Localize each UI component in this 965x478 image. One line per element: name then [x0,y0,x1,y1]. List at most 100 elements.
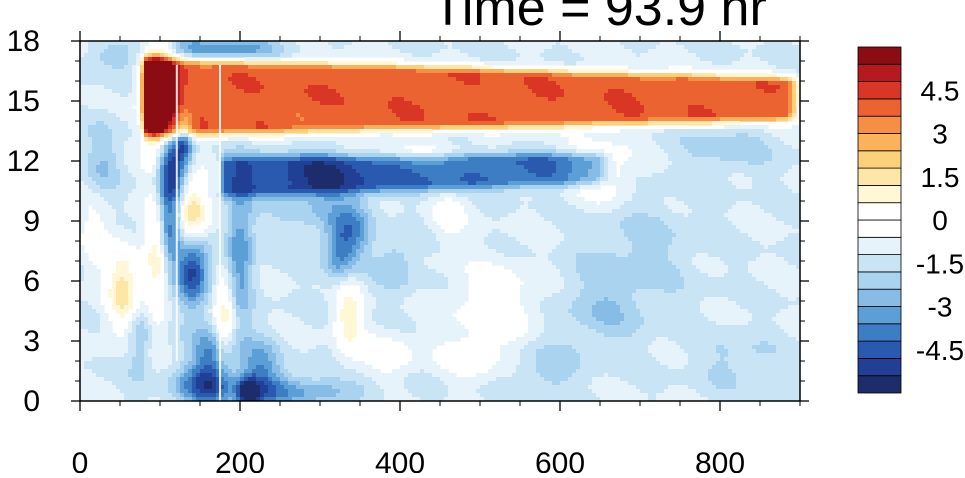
heatmap-cell [120,85,125,90]
heatmap-cell [164,173,169,178]
heatmap-cell [236,217,241,222]
heatmap-cell [324,237,329,242]
heatmap-cell [228,105,233,110]
heatmap-cell [144,397,149,401]
heatmap-cell [280,85,285,90]
heatmap-cell [316,73,321,78]
heatmap-cell [188,309,193,314]
heatmap-cell [148,361,153,366]
heatmap-cell [80,45,85,50]
heatmap-cell [92,293,97,298]
heatmap-cell [160,385,165,390]
heatmap-cell [220,261,225,266]
heatmap-cell [208,369,213,374]
heatmap-cell [116,53,121,58]
heatmap-cell [276,141,281,146]
heatmap-cell [264,53,269,58]
heatmap-cell [84,181,89,186]
heatmap-cell [220,165,225,170]
heatmap-cell [232,365,237,370]
heatmap-cell [92,81,97,86]
heatmap-cell [176,229,181,234]
heatmap-cell [264,237,269,242]
heatmap-cell [228,41,233,46]
heatmap-cell [320,229,325,234]
heatmap-cell [260,45,265,50]
heatmap-cell [172,209,177,214]
heatmap-cell [260,81,265,86]
heatmap-cell [268,125,273,130]
heatmap-cell [220,45,225,50]
heatmap-cell [228,361,233,366]
heatmap-cell [112,73,117,78]
heatmap-cell [212,361,217,366]
heatmap-cell [276,201,281,206]
heatmap-cell [204,61,209,66]
heatmap-cell [112,93,117,98]
heatmap-cell [176,233,181,238]
heatmap-cell [264,285,269,290]
heatmap-cell [164,145,169,150]
heatmap-cell [256,325,261,330]
heatmap-cell [140,361,145,366]
heatmap-cell [244,289,249,294]
heatmap-cell [80,117,85,122]
heatmap-cell [84,309,89,314]
heatmap-cell [316,389,321,394]
heatmap-cell [304,317,309,322]
heatmap-cell [88,361,93,366]
heatmap-cell [224,109,229,114]
heatmap-cell [96,389,101,394]
heatmap-cell [292,369,297,374]
heatmap-cell [240,265,245,270]
heatmap-cell [168,97,173,102]
heatmap-cell [288,245,293,250]
heatmap-cell [240,289,245,294]
heatmap-cell [104,397,109,401]
heatmap-cell [228,377,233,382]
heatmap-cell [208,297,213,302]
heatmap-cell [120,337,125,342]
heatmap-cell [172,285,177,290]
heatmap-cell [280,53,285,58]
heatmap-cell [80,69,85,74]
heatmap-cell [292,277,297,282]
heatmap-cell [212,141,217,146]
heatmap-cell [104,153,109,158]
heatmap-cell [284,317,289,322]
heatmap-cell [140,337,145,342]
heatmap-cell [312,245,317,250]
heatmap-cell [204,353,209,358]
heatmap-cell [176,289,181,294]
heatmap-cell [176,45,181,50]
heatmap-cell [236,397,241,401]
heatmap-cell [192,45,197,50]
heatmap-cell [84,209,89,214]
heatmap-cell [108,45,113,50]
heatmap-cell [244,389,249,394]
heatmap-cell [256,169,261,174]
heatmap-cell [152,349,157,354]
heatmap-cell [160,133,165,138]
heatmap-cell [256,241,261,246]
heatmap-cell [284,221,289,226]
heatmap-cell [176,125,181,130]
heatmap-cell [232,233,237,238]
heatmap-cell [224,309,229,314]
heatmap-cell [316,305,321,310]
heatmap-cell [88,121,93,126]
heatmap-cell [176,397,181,401]
heatmap-cell [144,373,149,378]
heatmap-cell [320,297,325,302]
heatmap-cell [228,373,233,378]
heatmap-cell [200,41,205,46]
heatmap-cell [320,197,325,202]
heatmap-cell [168,261,173,266]
heatmap-cell [168,325,173,330]
heatmap-cell [104,177,109,182]
heatmap-cell [124,97,129,102]
heatmap-cell [256,61,261,66]
heatmap-cell [268,249,273,254]
heatmap-cell [212,337,217,342]
heatmap-cell [176,245,181,250]
